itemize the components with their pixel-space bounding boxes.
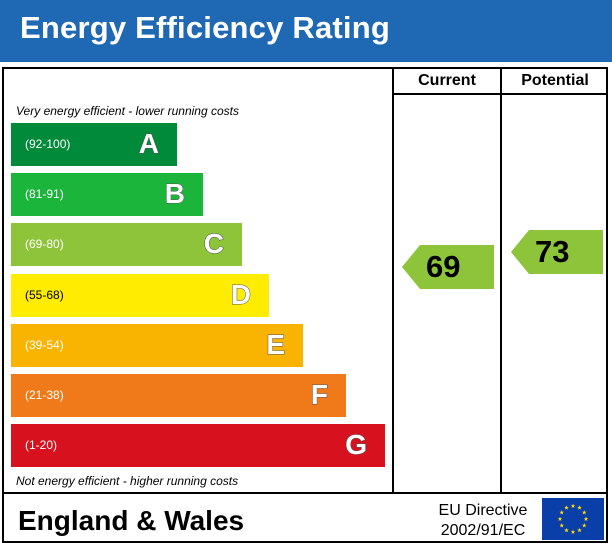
eu-directive: EU Directive 2002/91/EC xyxy=(428,501,538,541)
current-column-divider xyxy=(392,67,394,493)
band-c: (69-80) C xyxy=(11,223,242,267)
band-c-range: (69-80) xyxy=(25,237,64,252)
top-note: Very energy efficient - lower running co… xyxy=(16,104,239,118)
current-column-header: Current xyxy=(418,72,476,89)
band-a-letter: A xyxy=(138,128,159,160)
band-d-letter: D xyxy=(230,278,251,310)
potential-arrow-shape xyxy=(511,230,603,274)
eu-star-icon xyxy=(559,510,565,515)
eu-star-icon xyxy=(564,527,569,533)
band-g: (1-20) G xyxy=(11,424,385,468)
band-c-letter: C xyxy=(203,228,224,260)
header-bar: Energy Efficiency Rating xyxy=(0,0,612,62)
band-f: (21-38) F xyxy=(11,374,346,417)
current-arrow-shape xyxy=(402,245,494,289)
potential-column-header: Potential xyxy=(521,72,589,89)
eu-star-icon xyxy=(559,523,565,528)
band-b-range: (81-91) xyxy=(25,187,64,202)
band-b: (81-91) B xyxy=(11,173,203,217)
region-label: England & Wales xyxy=(18,505,245,536)
band-e-range: (39-54) xyxy=(25,337,64,352)
eu-star-icon xyxy=(577,527,582,533)
current-rating-value: 69 xyxy=(426,249,461,284)
band-f-range: (21-38) xyxy=(25,388,64,402)
band-b-letter: B xyxy=(164,178,185,210)
potential-column-divider xyxy=(500,67,502,493)
eu-star-icon xyxy=(570,503,576,508)
band-d: (55-68) D xyxy=(11,273,269,317)
footer-divider xyxy=(2,492,608,494)
band-g-range: (1-20) xyxy=(25,438,58,453)
eu-star-icon xyxy=(570,529,576,534)
potential-rating-arrow: 73 xyxy=(511,230,603,274)
rating-frame xyxy=(2,67,608,543)
eu-star-icon xyxy=(581,523,587,528)
band-e-letter: E xyxy=(266,328,286,360)
band-e: (39-54) E xyxy=(11,323,303,367)
bottom-note: Not energy efficient - higher running co… xyxy=(16,474,239,488)
page-title: Energy Efficiency Rating xyxy=(20,10,391,45)
eu-star-icon xyxy=(564,505,569,510)
band-g-letter: G xyxy=(345,429,368,461)
eu-star-icon xyxy=(577,505,582,510)
current-rating-arrow: 69 xyxy=(402,245,494,289)
eu-directive-line2: 2002/91/EC xyxy=(440,522,526,539)
eu-star-icon xyxy=(583,516,589,521)
band-a-range: (92-100) xyxy=(25,137,71,151)
eu-flag-icon xyxy=(542,498,604,540)
column-header-divider xyxy=(392,93,608,95)
eu-directive-line1: EU Directive xyxy=(438,502,528,519)
band-a: (92-100) A xyxy=(11,123,177,166)
band-d-range: (55-68) xyxy=(25,287,64,302)
eu-star-icon xyxy=(557,516,563,521)
eu-star-icon xyxy=(581,510,587,515)
band-f-letter: F xyxy=(310,379,328,411)
potential-rating-value: 73 xyxy=(535,234,570,269)
